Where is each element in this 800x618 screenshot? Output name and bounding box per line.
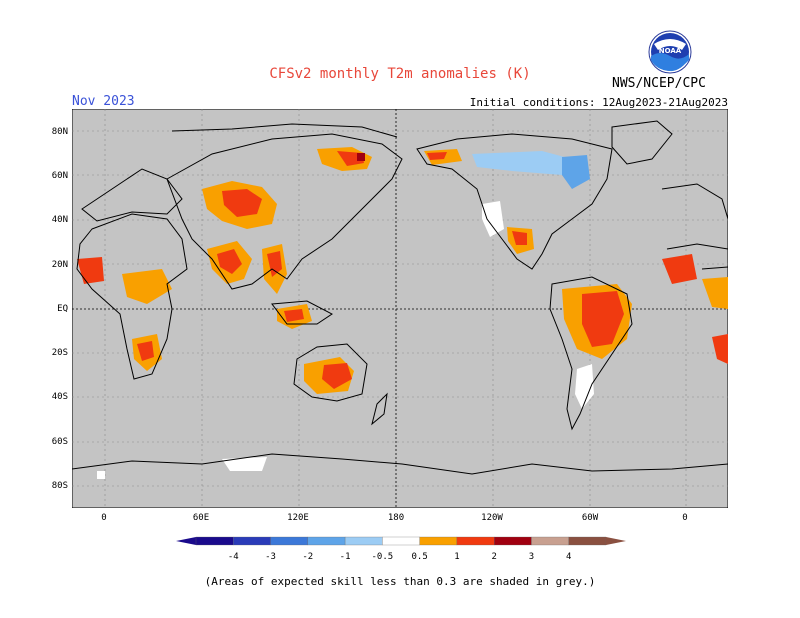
color-legend: -4 -3 -2 -1 -0.5 0.5 1 2 3 4 [176,536,626,562]
legend-label: 1 [454,552,459,562]
patch-hudson-blue [562,155,590,189]
legend-swatch [270,536,308,546]
map-footnote: (Areas of expected skill less than 0.3 a… [204,575,596,588]
lat-tick-80n: 80N [51,127,68,137]
patch-australia-red [322,363,352,389]
lon-tick-180: 180 [387,513,405,523]
lon-tick-0-left: 0 [101,513,107,523]
patch-mexico-red [512,231,527,245]
legend-swatch [531,536,569,546]
legend-label: -1 [340,552,351,562]
patch-sahara [122,269,172,304]
noaa-logo-icon: NOAA [648,30,692,74]
logo-text: NOAA [659,47,682,55]
forecast-month: Nov 2023 [72,94,135,109]
legend-arrow-left [176,537,196,545]
patch-canada-blue [472,151,572,175]
legend-swatch [419,536,458,546]
patch-central-asia-red [222,189,262,217]
agency-label: NWS/NCEP/CPC [612,76,706,91]
legend-label: 0.5 [412,552,428,562]
patch-antarctica-white [222,457,267,471]
legend-swatch [195,536,234,546]
legend-swatch [568,536,607,546]
patch-west-europe-orange [702,277,728,309]
lon-tick-60e: 60E [192,513,210,523]
patch-southern-africa-red [137,341,154,361]
legend-swatch [307,536,346,546]
legend-swatch [456,536,495,546]
patch-siberia-dark [357,153,365,161]
patch-west-us-white [482,201,504,237]
legend-label: 4 [566,552,571,562]
patch-india-red [217,249,242,274]
anomaly-map [72,109,728,508]
legend-label: -2 [302,552,313,562]
patch-south-america-white [575,364,594,409]
lat-tick-40s: 40S [51,392,68,402]
map-gridlines [72,109,728,508]
patch-east-africa-red [712,334,728,364]
legend-label: -4 [228,552,239,562]
lon-tick-120w: 120W [481,513,503,523]
lon-tick-60w: 60W [581,513,599,523]
patch-amazon-red [582,291,624,347]
initial-conditions: Initial conditions: 12Aug2023-21Aug2023 [469,96,728,109]
lat-tick-60s: 60S [51,437,68,447]
legend-arrow-right [606,537,626,545]
patch-antarctica-white-west [97,471,105,479]
legend-swatch [344,536,383,546]
anomaly-patches [77,147,728,479]
lat-tick-eq: EQ [57,304,68,314]
legend-label: 2 [491,552,496,562]
patch-alaska-red [427,152,447,160]
lon-tick-0-right: 0 [682,513,688,523]
lon-tick-120e: 120E [287,513,309,523]
legend-swatch [382,536,420,546]
lat-tick-40n: 40N [51,215,68,225]
coastlines [72,120,728,475]
lat-tick-80s: 80S [51,481,68,491]
map-title: CFSv2 monthly T2m anomalies (K) [269,66,531,82]
legend-label: -0.5 [372,552,394,562]
lat-tick-20s: 20S [51,348,68,358]
legend-swatch [494,536,532,546]
legend-label: -3 [265,552,276,562]
map-equator-dateline [72,109,728,508]
lat-tick-20n: 20N [51,260,68,270]
legend-label: 3 [529,552,534,562]
patch-west-europe [662,254,697,284]
legend-swatch [233,536,271,546]
lat-tick-60n: 60N [51,171,68,181]
patch-indonesia-red [284,309,304,322]
